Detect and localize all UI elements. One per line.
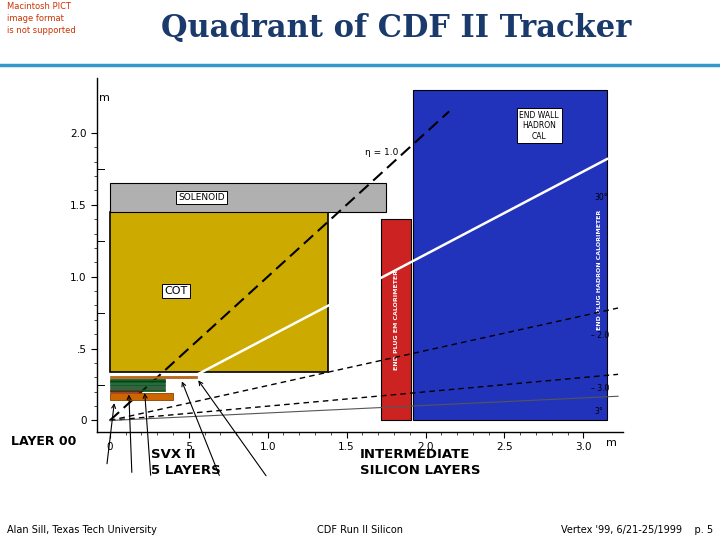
Text: η = 1.0: η = 1.0 [364, 148, 398, 157]
Text: INTERMEDIATE
SILICON LAYERS: INTERMEDIATE SILICON LAYERS [360, 448, 480, 477]
Bar [382, 219, 411, 421]
FancyArrowPatch shape [127, 396, 132, 472]
Text: COT: COT [164, 286, 188, 296]
Text: CDF Run II Silicon: CDF Run II Silicon [317, 524, 403, 535]
Text: m: m [99, 93, 109, 103]
Text: LAYER 00: LAYER 00 [11, 435, 76, 448]
Text: 30°: 30° [595, 193, 608, 202]
Text: – 3.0: – 3.0 [591, 384, 610, 393]
Bar [110, 392, 141, 393]
FancyArrowPatch shape [107, 404, 115, 464]
Bar [110, 183, 386, 212]
Bar [413, 90, 607, 421]
Text: – 2.0: – 2.0 [591, 331, 610, 340]
Bar [110, 393, 173, 400]
FancyArrowPatch shape [199, 381, 266, 476]
Text: SOLENOID: SOLENOID [178, 193, 225, 202]
Text: SVX II
5 LAYERS: SVX II 5 LAYERS [151, 448, 221, 477]
Text: Alan Sill, Texas Tech University: Alan Sill, Texas Tech University [7, 524, 157, 535]
Text: Quadrant of CDF II Tracker: Quadrant of CDF II Tracker [161, 13, 631, 44]
Text: 3°: 3° [595, 407, 603, 416]
Text: END PLUG EM CALORIMETER: END PLUG EM CALORIMETER [394, 270, 399, 370]
Bar [110, 389, 165, 391]
Bar [110, 384, 165, 386]
FancyArrowPatch shape [182, 382, 220, 475]
Text: m: m [606, 438, 617, 448]
Bar [110, 387, 165, 388]
Bar [110, 376, 197, 378]
FancyArrowPatch shape [143, 394, 150, 475]
Bar [110, 212, 328, 372]
Text: Vertex '99, 6/21-25/1999    p. 5: Vertex '99, 6/21-25/1999 p. 5 [561, 524, 713, 535]
Bar [110, 379, 165, 381]
Text: END WALL
HADRON
CAL: END WALL HADRON CAL [519, 111, 559, 140]
Text: END PLUG HADRON CALORIMETER: END PLUG HADRON CALORIMETER [597, 210, 602, 329]
Bar [110, 381, 165, 383]
Text: Macintosh PICT
image format
is not supported: Macintosh PICT image format is not suppo… [7, 2, 76, 35]
